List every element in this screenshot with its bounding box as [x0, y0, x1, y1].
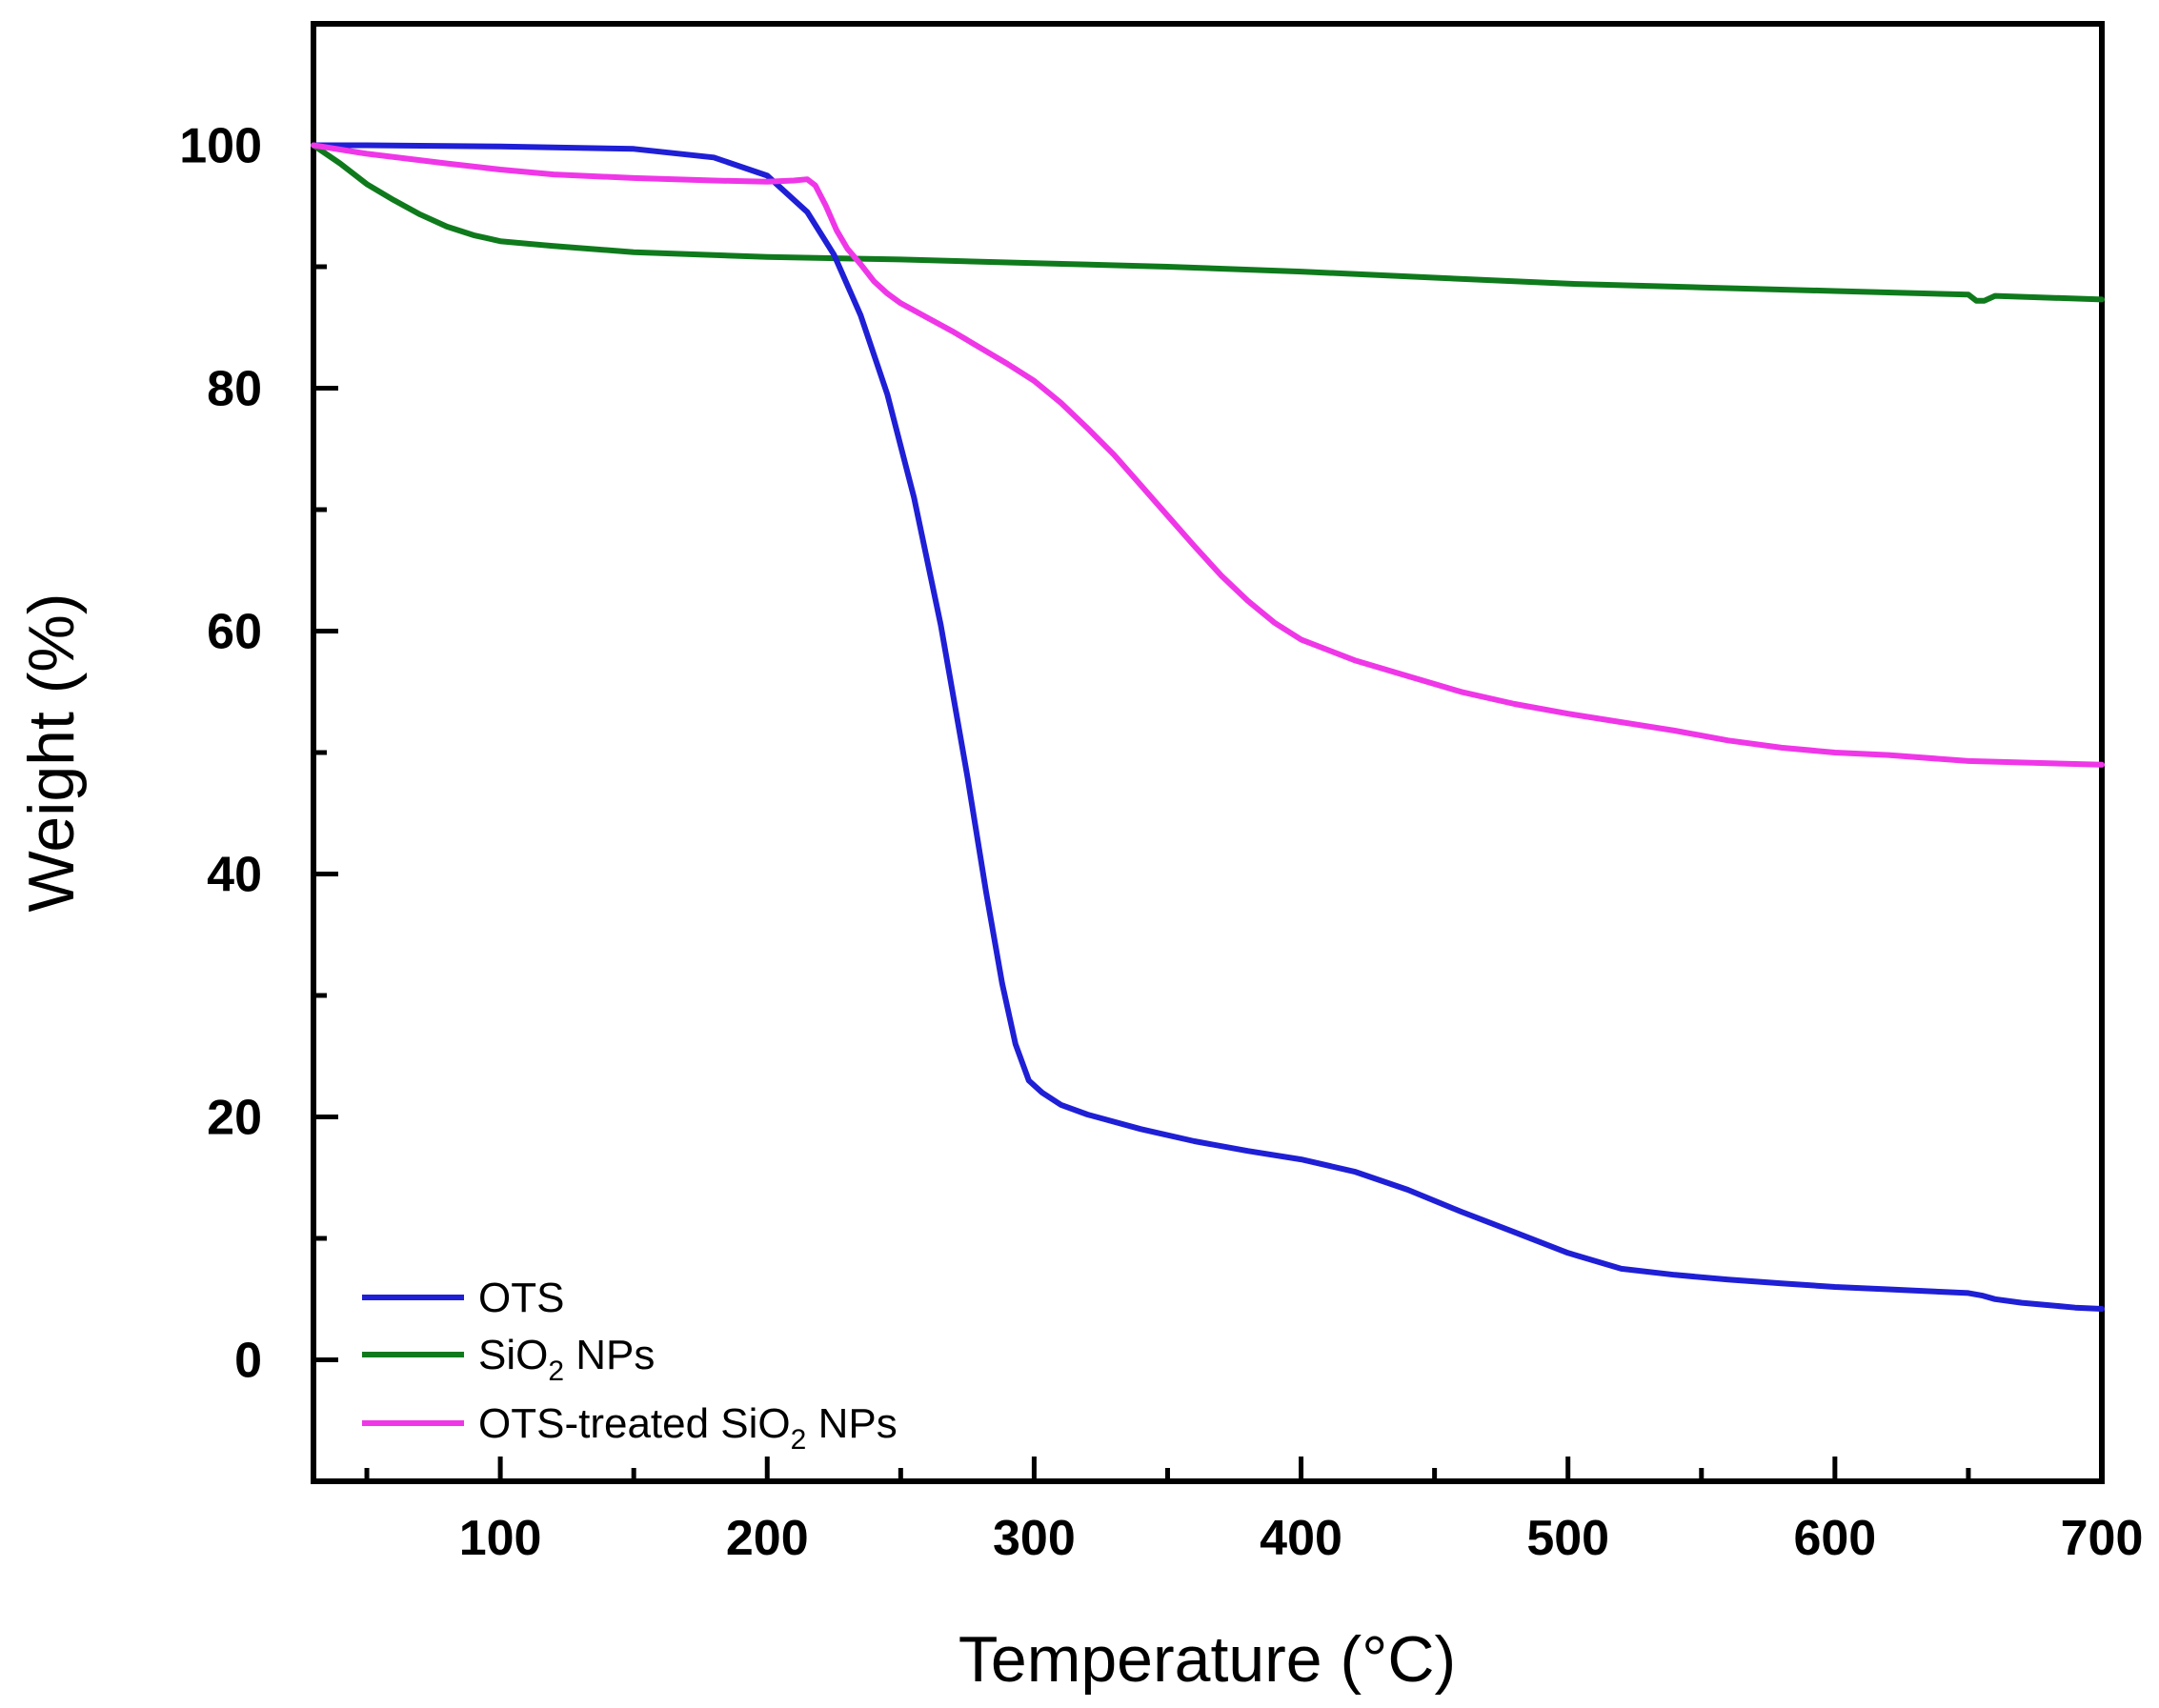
legend-label-ots-treated-sio2: OTS-treated SiO2 NPs [478, 1400, 898, 1456]
x-tick-label: 100 [459, 1511, 542, 1566]
y-tick-label: 60 [207, 605, 262, 660]
y-tick-label: 0 [234, 1334, 262, 1389]
x-axis-title: Temperature (°C) [958, 1623, 1456, 1696]
y-tick-label: 40 [207, 848, 262, 903]
y-axis-ticks: 0 20 40 60 80 100 [179, 21, 338, 1484]
x-tick-label: 200 [726, 1511, 809, 1566]
legend-label-sio2: SiO2 NPs [478, 1332, 655, 1387]
series-lines [311, 142, 2105, 1312]
x-tick-label: 300 [993, 1511, 1076, 1566]
legend-label-ots: OTS [478, 1275, 564, 1321]
series-line-2 [311, 142, 2105, 768]
series-line-1 [311, 142, 2105, 304]
x-tick-label: 700 [2061, 1511, 2144, 1566]
x-tick-label: 600 [1793, 1511, 1876, 1566]
y-tick-label: 100 [179, 119, 262, 174]
y-tick-label: 20 [207, 1091, 262, 1146]
y-axis-title: Weight (%) [15, 593, 88, 912]
x-tick-label: 500 [1526, 1511, 1609, 1566]
x-axis-ticks: 100 200 300 400 500 600 700 [364, 1457, 2144, 1566]
x-tick-label: 400 [1260, 1511, 1342, 1566]
series-line-0 [311, 142, 2105, 1312]
y-tick-label: 80 [207, 362, 262, 417]
legend: OTS SiO2 NPs OTS-treated SiO2 NPs [362, 1275, 898, 1456]
